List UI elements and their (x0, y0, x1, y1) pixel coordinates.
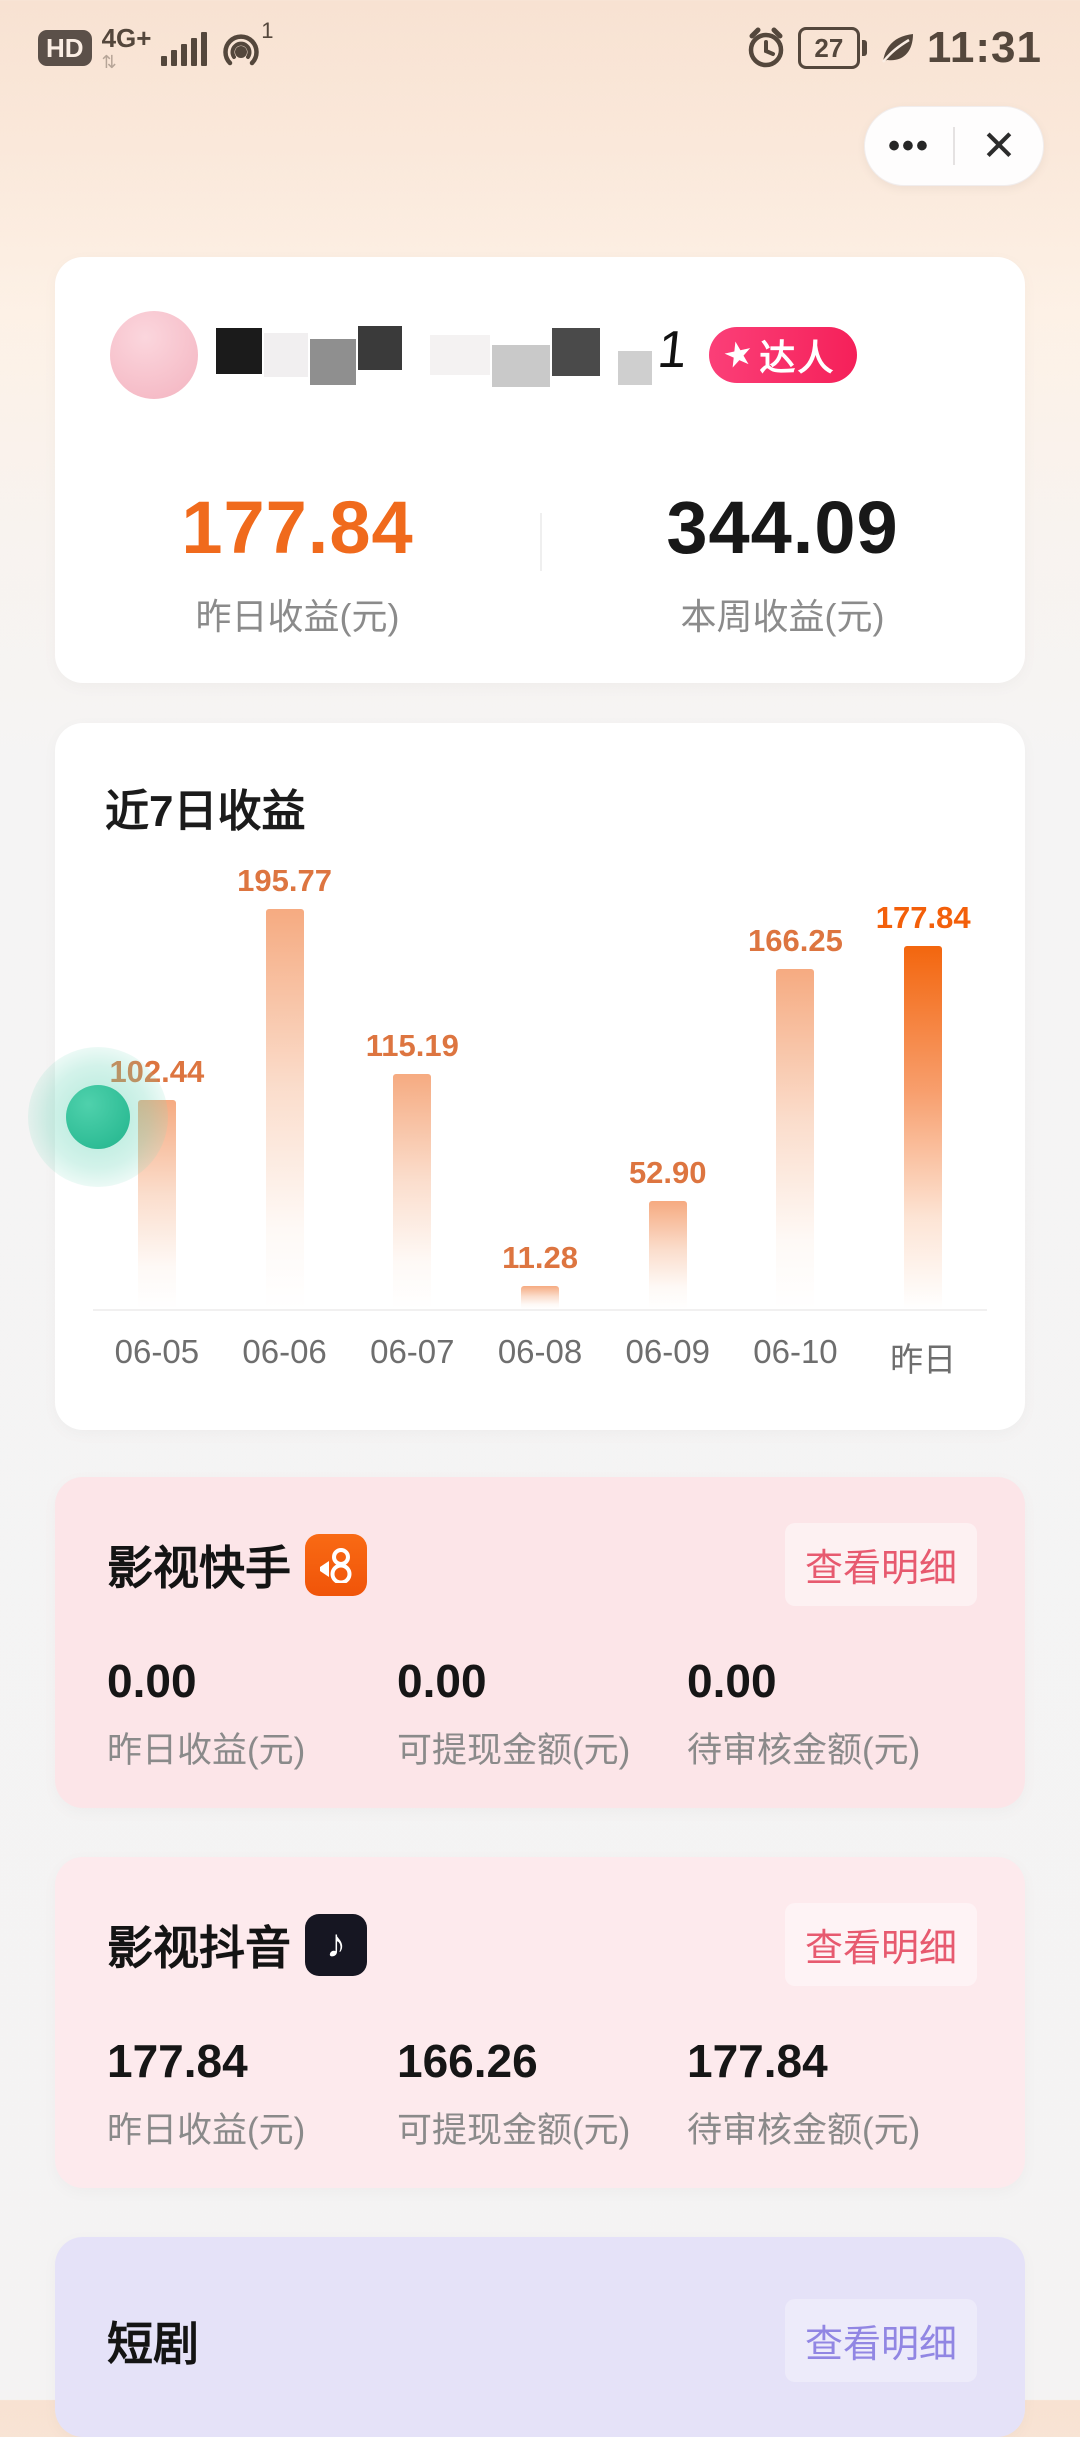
x-axis-label: 06-06 (242, 1333, 327, 1370)
close-button[interactable]: ✕ (981, 122, 1017, 169)
profile-earnings-card: 1 ★ 达人 177.84 昨日收益(元) 344.09 本周收益(元) (55, 257, 1025, 683)
douyin-platform-card: 影视抖音 ♪ 查看明细 177.84 昨日收益(元) 166.26 可提现金额(… (55, 1857, 1025, 2188)
kuaishou-icon (305, 1533, 367, 1596)
clock-time: 11:31 (926, 23, 1042, 72)
username-mosaic (216, 323, 652, 387)
metric-value: 0.00 (687, 1655, 777, 1707)
signal-bars-icon (161, 30, 208, 66)
x-axis-label: 06-10 (753, 1333, 838, 1370)
avatar[interactable] (110, 311, 198, 399)
bar (393, 1074, 432, 1309)
x-axis-label: 06-09 (625, 1333, 710, 1370)
x-axis-label: 昨日 (890, 1341, 957, 1378)
talent-badge-label: 达人 (759, 337, 836, 378)
kuaishou-card-title: 影视快手 (107, 1541, 291, 1594)
bar-value-label: 166.25 (748, 923, 843, 958)
username-visible-char: 1 (654, 321, 690, 379)
metric-label: 待审核金额(元) (687, 2111, 921, 2150)
shortdrama-platform-card: 短剧 查看明细 (55, 2237, 1025, 2437)
star-icon: ★ (719, 333, 758, 377)
seven-day-earnings-card: 近7日收益 102.44 195.77 115.19 11.28 52.90 166.25… (55, 723, 1025, 1430)
hotspot-count: 1 (261, 18, 274, 43)
metric-label: 可提现金额(元) (397, 2111, 631, 2150)
week-earnings-value: 344.09 (666, 486, 899, 569)
bar-value-label: 11.28 (502, 1240, 578, 1275)
bar (776, 969, 815, 1309)
metric-label: 可提现金额(元) (397, 1731, 631, 1770)
hotspot-icon: 1 (217, 18, 273, 70)
power-save-leaf-icon (877, 28, 917, 68)
douyin-view-details-button[interactable]: 查看明细 (784, 1903, 977, 1986)
status-bar: HD 4G+ ⇅ 1 27 (38, 18, 1042, 78)
talent-badge: ★ 达人 (708, 327, 858, 383)
metric-value: 166.26 (397, 2035, 538, 2087)
week-earnings-label: 本周收益(元) (680, 596, 885, 637)
floating-record-button[interactable] (28, 1047, 168, 1187)
bar-value-label: 177.84 (875, 900, 971, 935)
week-earnings: 344.09 本周收益(元) (540, 485, 1025, 640)
bar-chart: 102.44 195.77 115.19 11.28 52.90 166.25 177.84… (93, 839, 987, 1381)
x-axis-label: 06-05 (114, 1333, 200, 1370)
metric-value: 0.00 (397, 1655, 487, 1707)
miniprogram-capsule: ••• ✕ (864, 106, 1044, 186)
record-button-core (66, 1085, 130, 1149)
bar-value-label: 115.19 (365, 1028, 459, 1063)
metric-value: 177.84 (107, 2035, 248, 2087)
bar-column-06-09: 52.90 (604, 1155, 732, 1309)
earnings-divider (540, 513, 542, 571)
shortdrama-view-details-button[interactable]: 查看明细 (784, 2299, 977, 2382)
bar (265, 909, 304, 1309)
capsule-divider (953, 127, 955, 165)
metric-label: 昨日收益(元) (107, 2111, 306, 2150)
x-axis-label: 06-08 (497, 1333, 583, 1370)
bar (521, 1286, 560, 1309)
hd-icon: HD (38, 30, 92, 66)
bar-column-06-10: 166.25 (732, 923, 860, 1309)
bar (904, 946, 943, 1309)
yesterday-earnings-value: 177.84 (181, 486, 414, 569)
bar-value-label: 195.77 (237, 863, 332, 898)
metric-value: 177.84 (687, 2035, 828, 2087)
x-axis-labels: 06-05 06-06 06-07 06-08 06-09 06-10 昨日 (93, 1333, 987, 1381)
douyin-card-title: 影视抖音 (107, 1921, 291, 1974)
alarm-icon (744, 26, 788, 70)
shortdrama-card-title: 短剧 (107, 2317, 199, 2370)
metric-label: 待审核金额(元) (687, 1731, 921, 1770)
x-axis-label: 06-07 (370, 1333, 455, 1370)
bar-column-06-08: 11.28 (476, 1240, 604, 1309)
bar-column-06-07: 115.19 (348, 1028, 476, 1309)
network-indicator: 4G+ ⇅ (101, 23, 152, 72)
douyin-icon: ♪ (305, 1913, 367, 1976)
bar-column-06-06: 195.77 (221, 863, 349, 1309)
bar-column-昨日: 177.84 (859, 900, 987, 1309)
more-options-button[interactable]: ••• (888, 126, 930, 165)
metric-label: 昨日收益(元) (107, 1731, 306, 1770)
kuaishou-view-details-button[interactable]: 查看明细 (784, 1523, 977, 1606)
battery-percent: 27 (797, 27, 860, 69)
bar-value-label: 52.90 (628, 1155, 707, 1190)
chart-title: 近7日收益 (105, 787, 306, 836)
yesterday-earnings: 177.84 昨日收益(元) (55, 485, 540, 640)
metric-value: 0.00 (107, 1655, 197, 1707)
bar (648, 1201, 687, 1309)
yesterday-earnings-label: 昨日收益(元) (195, 596, 400, 637)
battery-icon: 27 (797, 27, 867, 69)
kuaishou-platform-card: 影视快手 查看明细 0.00 昨日收益(元) 0.00 可提现金额(元) 0.0… (55, 1477, 1025, 1808)
